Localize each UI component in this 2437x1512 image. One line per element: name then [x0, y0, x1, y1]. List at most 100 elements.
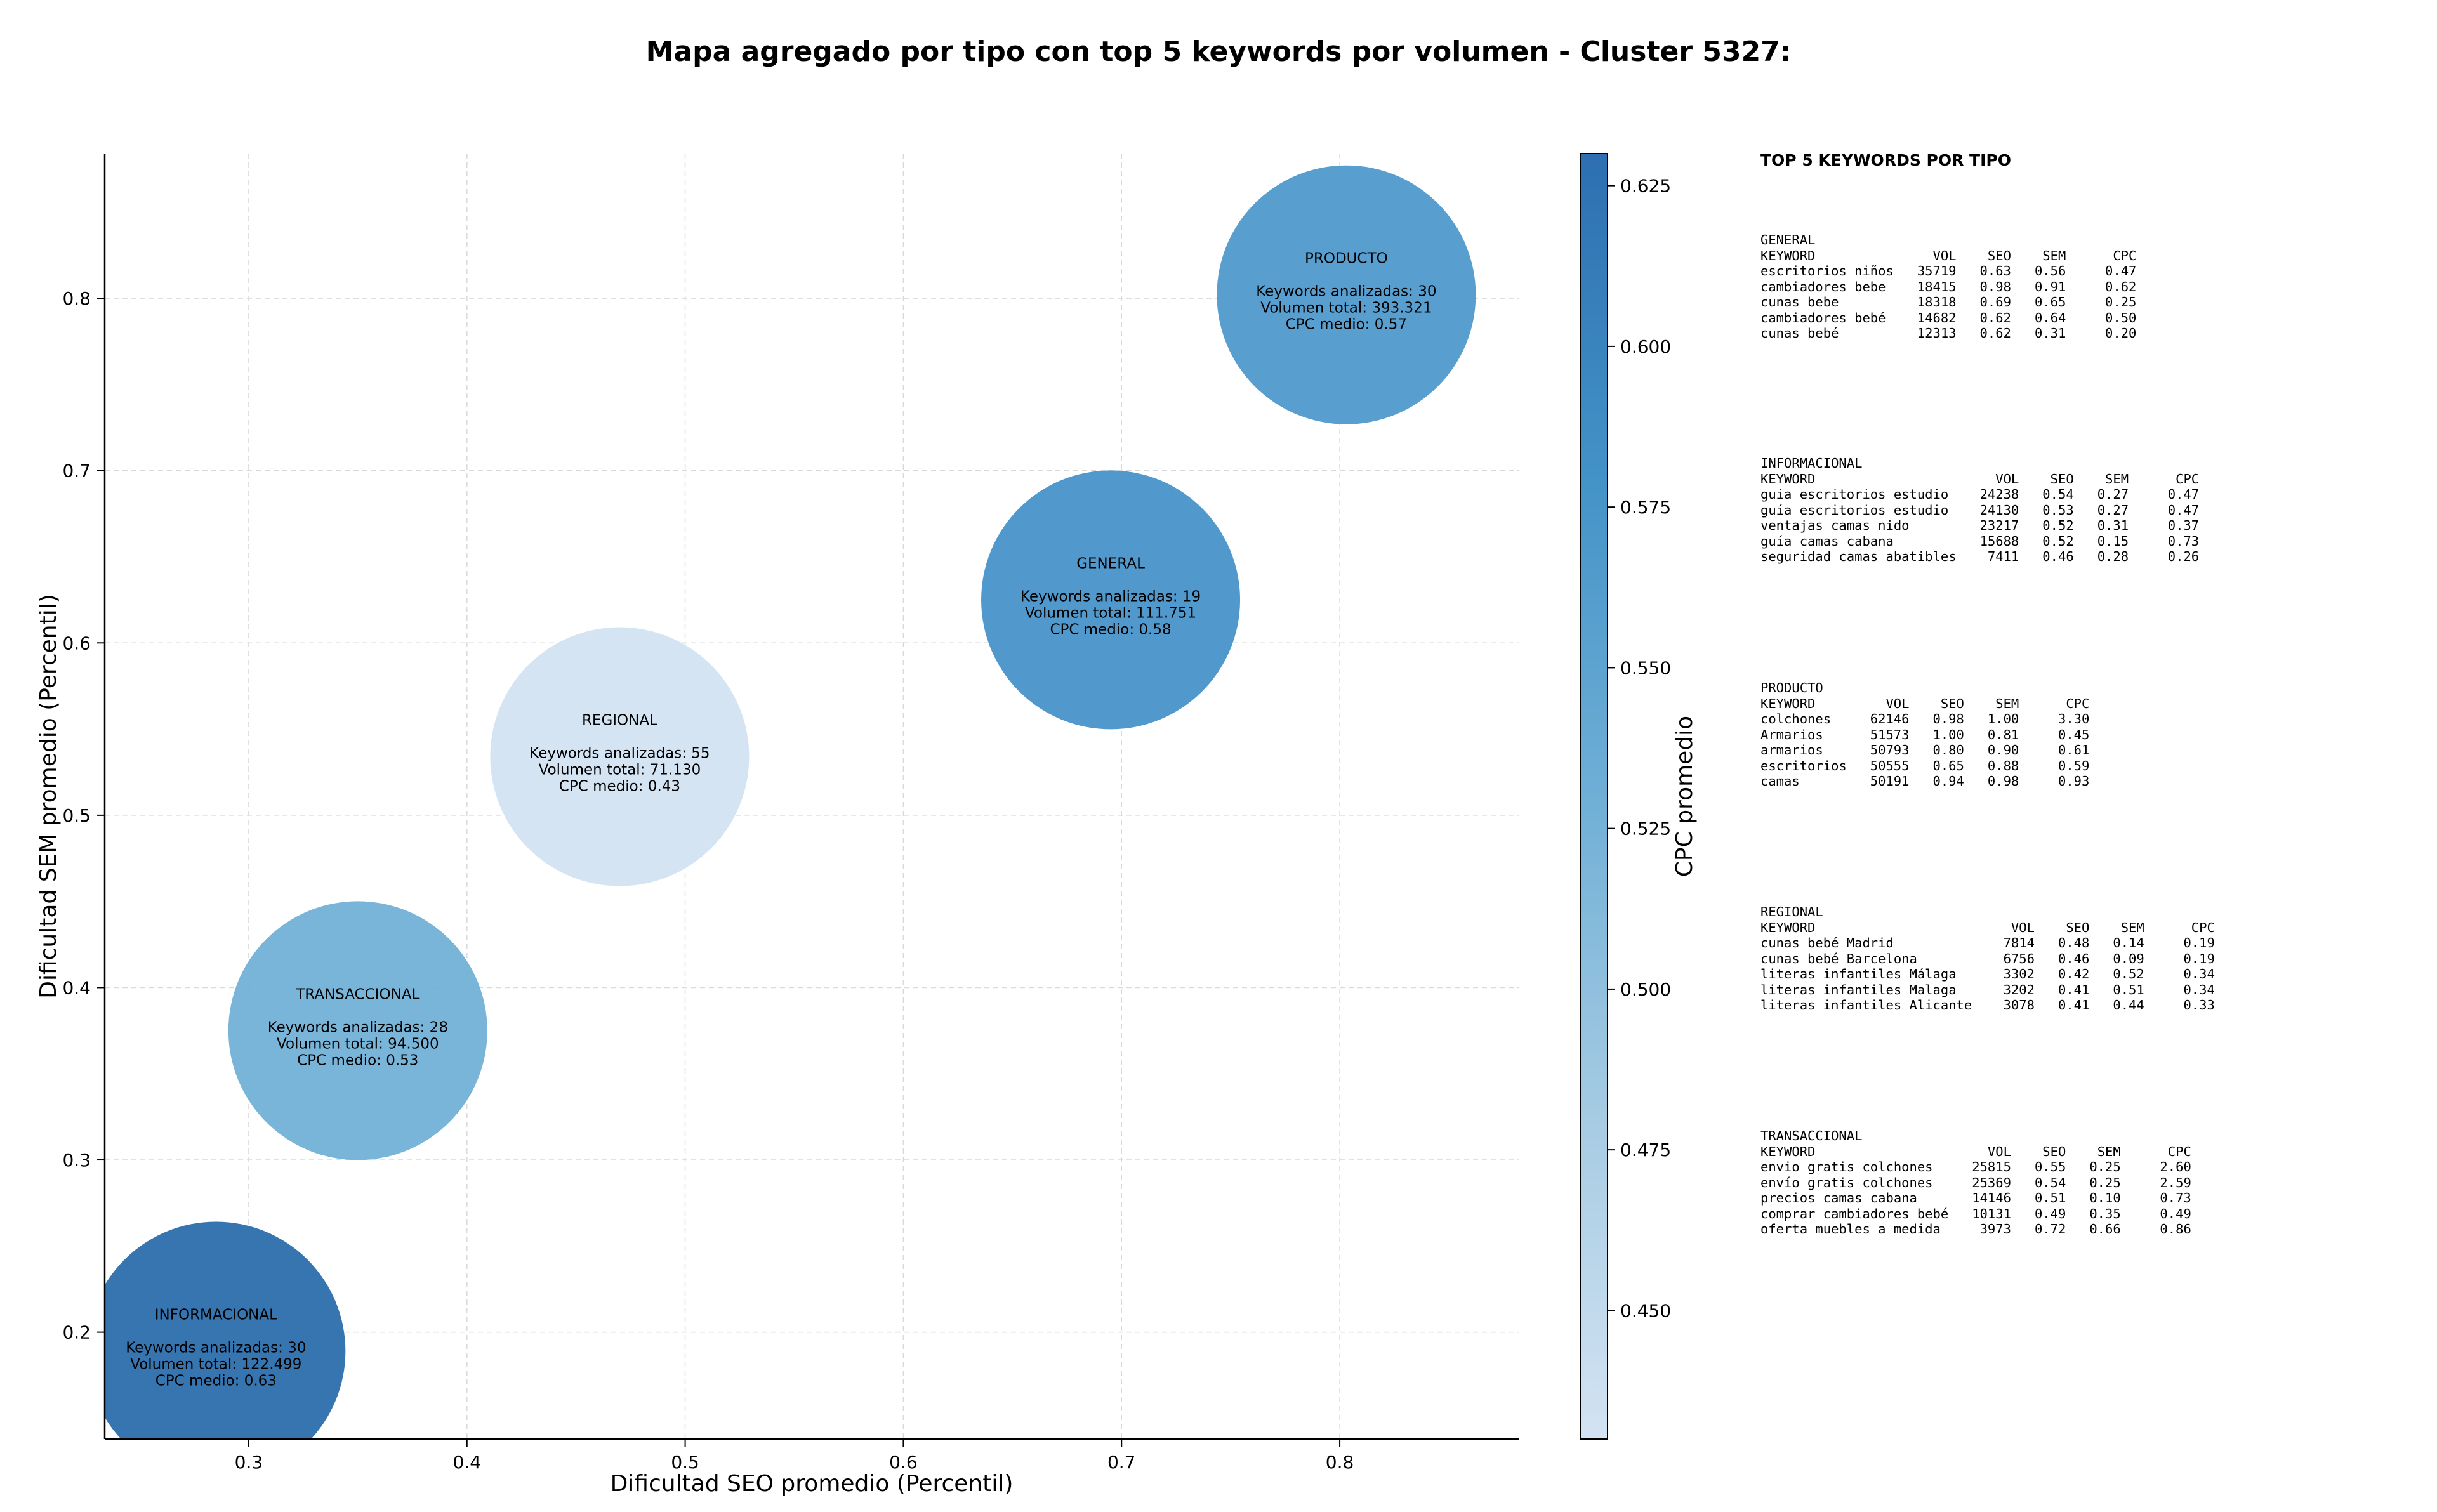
metric-cell: 62146 [1870, 711, 1910, 726]
keyword-table-row: seguridad camas abatibles 7411 0.46 0.28 0.2… [1760, 549, 2199, 565]
bubble-info-label: CPC medio: 0.63 [155, 1372, 277, 1389]
keyword-table-row: literas infantiles Alicante 3078 0.41 0.44 0… [1760, 997, 2215, 1013]
keyword-table-row: camas 50191 0.94 0.98 0.93 [1760, 773, 2089, 789]
keyword-table-row: cunas bebé 12313 0.62 0.31 0.20 [1760, 325, 2136, 341]
metric-cell: 0.81 [1987, 726, 2019, 742]
bubble-info-label: Volumen total: 71.130 [539, 762, 701, 779]
keyword-cell: oferta muebles a medida [1760, 1221, 1941, 1237]
keyword-table-row: cunas bebé Barcelona 6756 0.46 0.09 0.19 [1760, 951, 2215, 967]
metric-cell: 50555 [1870, 758, 1910, 773]
keywords-panel-title: TOP 5 KEYWORDS POR TIPO [1760, 151, 2011, 169]
metric-cell: 0.62 [1979, 310, 2011, 325]
colorbar-label: CPC promedio [1672, 716, 1698, 877]
metric-cell: SEM [2105, 471, 2129, 487]
metric-cell: 0.63 [1979, 263, 2011, 279]
metric-cell: 24130 [1979, 502, 2019, 518]
keyword-cell: literas infantiles Málaga [1760, 966, 1957, 982]
keyword-table-row: literas infantiles Malaga 3202 0.41 0.51 0.3… [1760, 982, 2215, 998]
metric-cell: 0.66 [2089, 1221, 2121, 1237]
x-tick-label: 0.4 [452, 1452, 481, 1473]
metric-cell: 7411 [1987, 549, 2019, 564]
metric-cell: 2.59 [2160, 1174, 2191, 1190]
metric-cell: 3.30 [2057, 711, 2090, 726]
metric-cell: 7814 [2003, 935, 2035, 950]
keyword-cell: envio gratis colchones [1760, 1159, 1933, 1174]
x-tick-label: 0.6 [889, 1452, 918, 1473]
metric-cell: 0.86 [2160, 1221, 2191, 1237]
metric-cell: 0.65 [2034, 294, 2066, 310]
metric-cell: 50191 [1870, 773, 1910, 789]
keyword-cell: cambiadores bebé [1760, 310, 1886, 325]
metric-cell: VOL [1987, 1143, 2011, 1159]
metric-cell: 2.60 [2160, 1159, 2191, 1174]
bubble-type-label: GENERAL [1076, 555, 1145, 572]
metric-cell: 1.00 [1932, 726, 1964, 742]
metric-cell: 0.47 [2167, 487, 2200, 502]
metric-cell: 24238 [1979, 487, 2019, 502]
metric-cell: 0.93 [2057, 773, 2090, 789]
metric-cell: VOL [2011, 919, 2035, 935]
metric-cell: 0.94 [1932, 773, 1964, 789]
keyword-cell: KEYWORD [1760, 1143, 1816, 1159]
y-tick-label: 0.6 [62, 633, 91, 654]
metric-cell: 0.49 [2034, 1206, 2066, 1221]
metric-cell: 0.27 [2097, 487, 2129, 502]
bubble-info-label: CPC medio: 0.43 [559, 779, 680, 795]
metric-cell: 0.26 [2167, 549, 2200, 564]
metric-cell: 0.41 [2057, 982, 2090, 997]
chart-title: Mapa agregado por tipo con top 5 keyword… [646, 36, 1792, 68]
y-axis-label: Dificultad SEM promedio (Percentil) [36, 594, 62, 999]
keyword-table-row: cambiadores bebé 14682 0.62 0.64 0.50 [1760, 310, 2136, 326]
metric-cell: 1.00 [1987, 711, 2019, 726]
metric-cell: 25369 [1972, 1174, 2011, 1190]
metric-cell: 0.59 [2057, 758, 2090, 773]
metric-cell: 0.72 [2034, 1221, 2066, 1237]
keyword-table-header: KEYWORD VOL SEO SEM CPC [1760, 471, 2199, 487]
metric-cell: 0.33 [2183, 997, 2215, 1013]
metric-cell: 50793 [1870, 742, 1910, 758]
metric-cell: 0.35 [2089, 1206, 2121, 1221]
metric-cell: 35719 [1917, 263, 1957, 279]
y-tick-label: 0.5 [62, 805, 91, 826]
keyword-table-header: KEYWORD VOL SEO SEM CPC [1760, 1144, 2191, 1160]
metric-cell: 0.54 [2034, 1174, 2066, 1190]
y-tick-label: 0.8 [62, 288, 91, 309]
bubble-info-label: Keywords analizadas: 28 [268, 1019, 448, 1035]
keyword-table-row: cambiadores bebe 18415 0.98 0.91 0.62 [1760, 279, 2136, 295]
metric-cell: 0.14 [2113, 935, 2144, 950]
bubble-type-label: REGIONAL [582, 713, 657, 729]
metric-cell: 3078 [2003, 997, 2035, 1013]
metric-cell: 0.49 [2160, 1206, 2191, 1221]
keyword-cell: cambiadores bebe [1760, 279, 1886, 294]
metric-cell: SEM [2120, 919, 2144, 935]
keyword-cell: KEYWORD [1760, 471, 1816, 487]
metric-cell: SEO [1940, 695, 1964, 711]
keyword-table-header: KEYWORD VOL SEO SEM CPC [1760, 248, 2136, 264]
keyword-group-type: INFORMACIONAL [1760, 456, 1863, 471]
metric-cell: 0.42 [2057, 966, 2090, 982]
metric-cell: 0.54 [2042, 487, 2074, 502]
keyword-cell: KEYWORD [1760, 919, 1816, 935]
metric-cell: 0.47 [2167, 502, 2200, 518]
metric-cell: 0.52 [2113, 966, 2144, 982]
colorbar-tick-label: 0.625 [1620, 176, 1671, 197]
metric-cell: 0.98 [1987, 773, 2019, 789]
metric-cell: CPC [2191, 919, 2215, 935]
metric-cell: CPC [2176, 471, 2200, 487]
metric-cell: 0.62 [2105, 279, 2137, 294]
keyword-group-general: GENERAL KEYWORD VOL SEO SEM CPC escritorios ni… [1760, 232, 2136, 341]
metric-cell: VOL [1886, 695, 1910, 711]
metric-cell: SEM [2097, 1143, 2121, 1159]
metric-cell: VOL [1932, 247, 1957, 263]
bubble-regional [490, 627, 750, 886]
bubble-info-label: Keywords analizadas: 30 [1256, 284, 1436, 300]
keyword-cell: escritorios [1760, 758, 1847, 773]
y-tick-labels: 0.2 0.3 0.4 0.5 0.6 0.7 0.8 [62, 288, 105, 1343]
y-tick-label: 0.2 [62, 1322, 91, 1343]
metric-cell: 15688 [1979, 533, 2019, 549]
metric-cell: 0.73 [2167, 533, 2200, 549]
bubble-transaccional [228, 901, 487, 1160]
keyword-table-row: precios camas cabana 14146 0.51 0.10 0.73 [1760, 1190, 2191, 1206]
